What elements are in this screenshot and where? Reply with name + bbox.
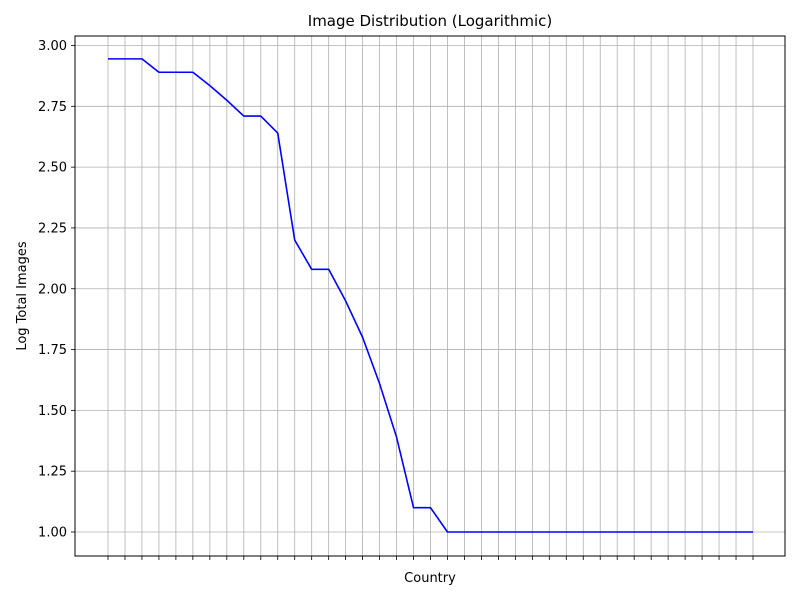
y-tick-label: 2.00 [38, 282, 67, 297]
y-tick-label: 3.00 [38, 39, 67, 54]
series-line [108, 58, 753, 533]
y-tick-label: 1.75 [38, 343, 67, 358]
y-tick-label: 2.75 [38, 100, 67, 115]
series-layer [108, 58, 753, 533]
y-tick-label: 1.00 [38, 526, 67, 541]
y-tick-label: 2.25 [38, 221, 67, 236]
y-tick-label: 1.50 [38, 404, 67, 419]
plot-frame [74, 35, 786, 557]
y-axis-label: Log Total Images [15, 241, 30, 351]
axis-layer: 1.00 1.25 1.50 1.75 2.00 2.25 2.50 2.75 3.00 [38, 39, 754, 560]
chart-title: Image Distribution (Logarithmic) [308, 12, 552, 30]
y-tick-label: 2.50 [38, 161, 67, 176]
grid-layer [75, 36, 785, 556]
y-tick-label: 1.25 [38, 465, 67, 480]
x-axis-label: Country [404, 571, 456, 586]
